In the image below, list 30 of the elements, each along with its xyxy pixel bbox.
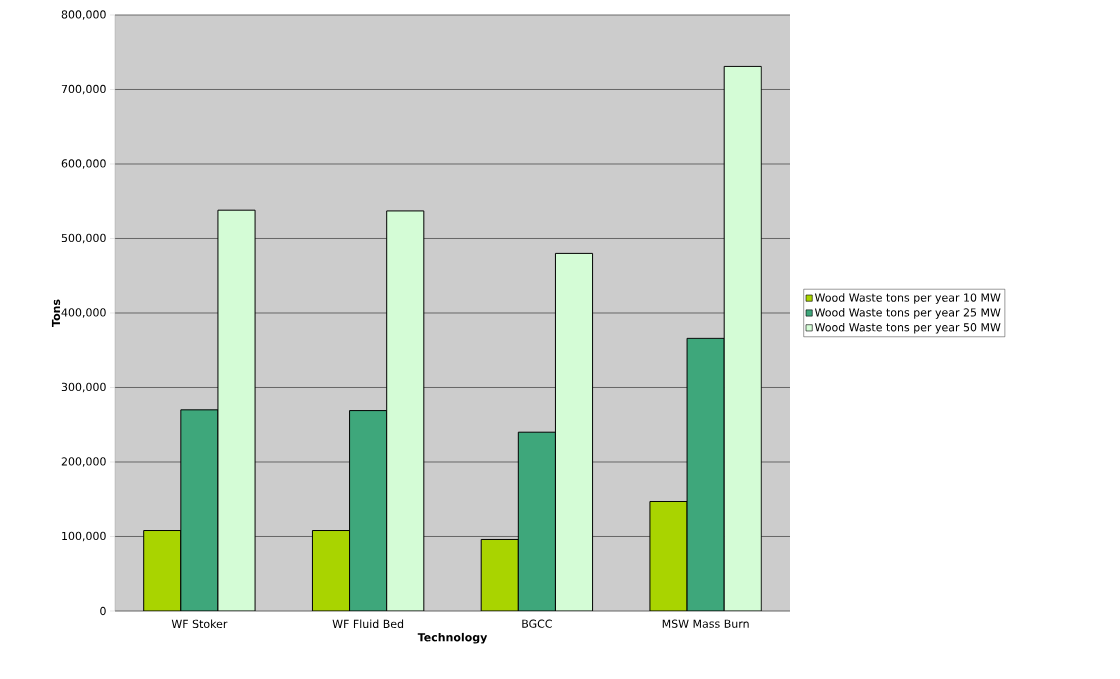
y-tick-label: 100,000 bbox=[62, 531, 106, 542]
y-tick-label: 200,000 bbox=[61, 457, 106, 467]
bar bbox=[180, 409, 219, 611]
bar bbox=[480, 538, 519, 611]
y-tick-label: 300,000 bbox=[61, 382, 106, 393]
y-axis-title: Tons bbox=[51, 299, 61, 327]
legend-label: Wood Waste tons per year 50 MW bbox=[814, 322, 1001, 334]
bar bbox=[143, 530, 182, 611]
bar bbox=[311, 530, 351, 611]
bar bbox=[517, 431, 556, 611]
x-tick-label: WF Stoker bbox=[171, 619, 228, 629]
y-tick-label: 400,000 bbox=[61, 308, 106, 318]
bar bbox=[554, 252, 594, 611]
y-tick-label: 800,000 bbox=[61, 10, 106, 20]
x-tick-label: WF Fluid Bed bbox=[332, 619, 404, 629]
bar bbox=[649, 500, 688, 611]
y-tick-label: 600,000 bbox=[61, 159, 106, 169]
x-axis-title: Technology bbox=[417, 632, 488, 644]
x-tick-label: BGCC bbox=[522, 619, 552, 628]
y-tick-label: 700,000 bbox=[61, 84, 106, 95]
legend-label: Wood Waste tons per year 10 MW bbox=[814, 293, 1001, 304]
legend-label: Wood Waste tons per year 25 MW bbox=[814, 308, 1001, 319]
bar bbox=[349, 410, 388, 611]
bar bbox=[217, 209, 256, 611]
x-tick-label: MSW Mass Burn bbox=[662, 619, 749, 628]
bar bbox=[686, 337, 725, 611]
y-tick-label: 500,000 bbox=[61, 233, 106, 244]
y-tick-label: 0 bbox=[100, 606, 106, 616]
bar bbox=[723, 65, 762, 611]
bar bbox=[386, 210, 425, 611]
